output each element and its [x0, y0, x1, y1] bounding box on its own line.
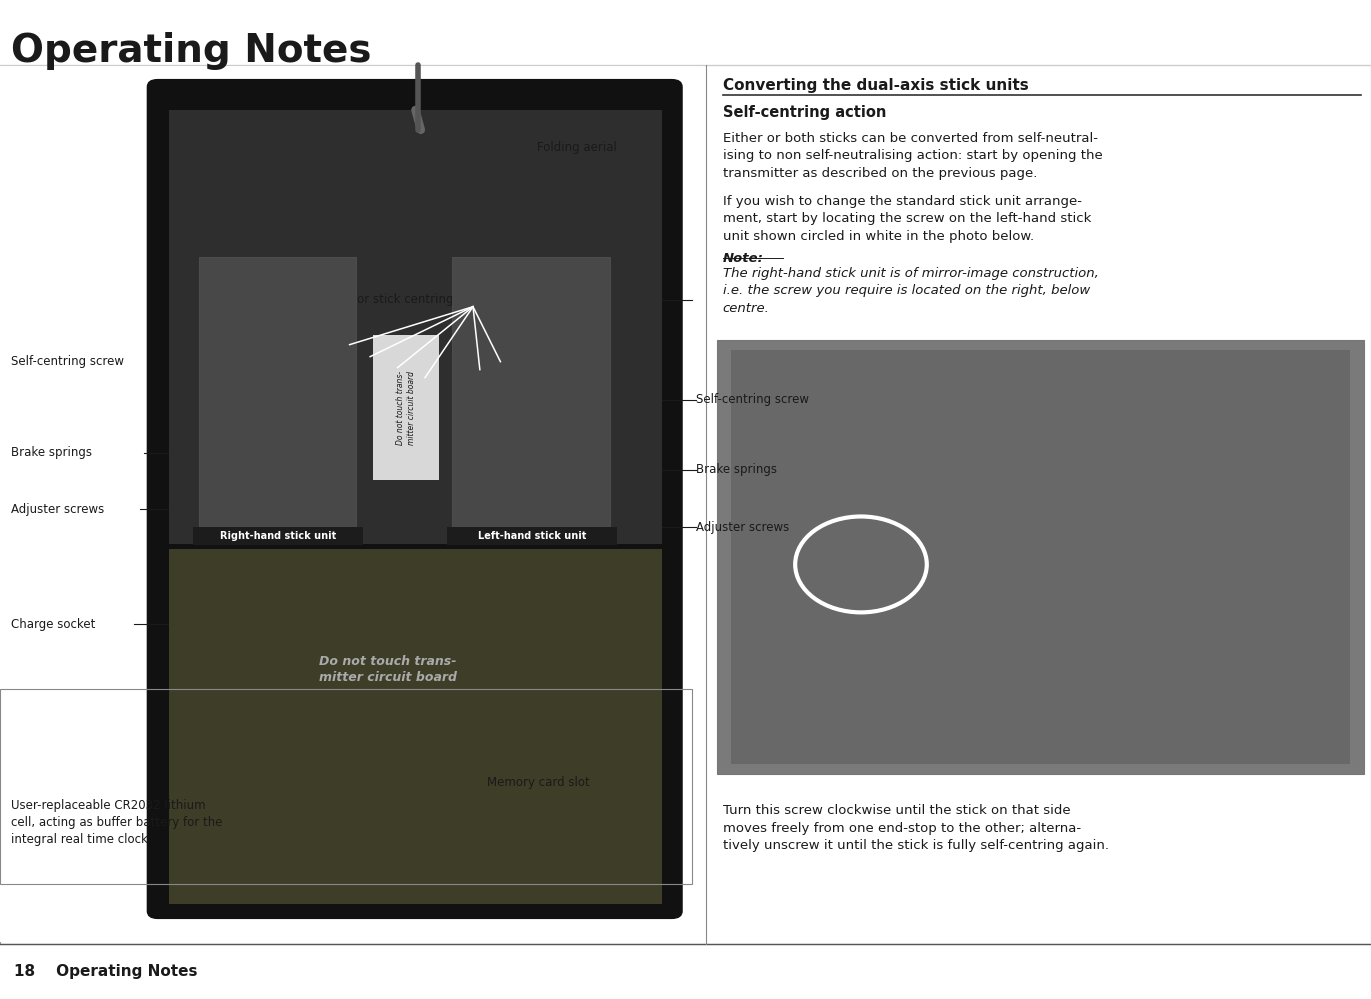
Bar [447, 527, 617, 545]
Text: Left-hand stick unit: Left-hand stick unit [477, 531, 587, 541]
FancyBboxPatch shape [147, 79, 683, 919]
Text: The right-hand stick unit is of mirror-image construction,
i.e. the screw you re: The right-hand stick unit is of mirror-i… [723, 267, 1098, 315]
Text: Right-hand stick unit: Right-hand stick unit [221, 531, 336, 541]
Text: Self-centring action: Self-centring action [723, 105, 886, 120]
Text: Operating Notes: Operating Notes [11, 32, 372, 70]
Text: Adjuster screws for stick centring force: Adjuster screws for stick centring force [256, 293, 487, 307]
Text: Memory card slot: Memory card slot [487, 775, 590, 789]
Text: Turn this screw clockwise until the stick on that side
moves freely from one end: Turn this screw clockwise until the stic… [723, 804, 1109, 852]
Text: Do not touch trans-
mitter circuit board: Do not touch trans- mitter circuit board [396, 371, 415, 445]
Bar [199, 257, 356, 531]
Bar [0, 689, 692, 884]
Text: Self-centring screw: Self-centring screw [696, 393, 809, 407]
Bar [452, 257, 610, 531]
Text: Adjuster screws: Adjuster screws [11, 502, 104, 516]
Text: Note:: Note: [723, 252, 764, 265]
Text: User-replaceable CR2032 lithium
cell, acting as buffer battery for the
integral : User-replaceable CR2032 lithium cell, ac… [11, 799, 222, 846]
Text: Either or both sticks can be converted from self-neutral-
ising to non self-neut: Either or both sticks can be converted f… [723, 132, 1102, 180]
Text: Adjuster screws: Adjuster screws [696, 520, 790, 534]
Text: 18    Operating Notes: 18 Operating Notes [14, 963, 197, 979]
Text: Converting the dual-axis stick units: Converting the dual-axis stick units [723, 78, 1028, 93]
Bar [169, 110, 662, 544]
Bar [169, 549, 662, 904]
Text: Brake springs: Brake springs [11, 446, 92, 460]
Text: Charge socket: Charge socket [11, 617, 96, 631]
Bar [0, 66, 703, 942]
Bar [373, 335, 439, 480]
Text: If you wish to change the standard stick unit arrange-
ment, start by locating t: If you wish to change the standard stick… [723, 195, 1091, 243]
Bar [0, 65, 1371, 944]
Text: Brake springs: Brake springs [696, 463, 777, 477]
Text: Folding aerial: Folding aerial [537, 141, 617, 155]
Text: Do not touch trans-
mitter circuit board: Do not touch trans- mitter circuit board [319, 654, 457, 684]
Bar [193, 527, 363, 545]
Text: Self-centring screw: Self-centring screw [11, 355, 123, 369]
Bar [731, 350, 1350, 764]
Bar [717, 340, 1364, 774]
